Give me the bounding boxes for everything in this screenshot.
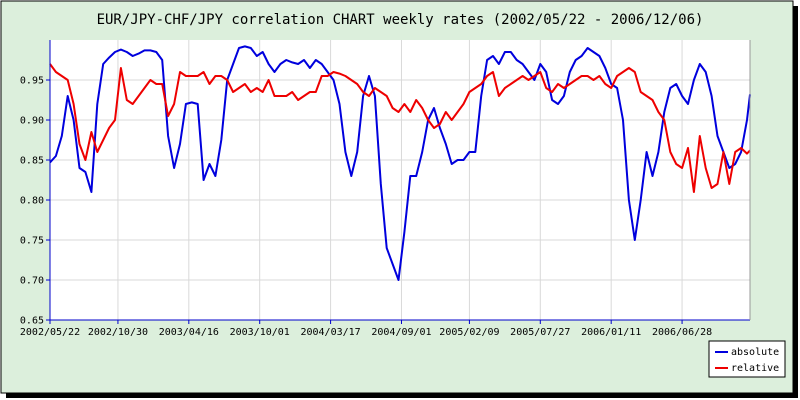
x-axis-ticks: 2002/05/22 2002/10/30 2003/04/16 2003/10/01… — [20, 320, 712, 338]
axes — [49, 40, 751, 321]
chart-title: EUR/JPY-CHF/JPY correlation CHART weekly… — [97, 12, 704, 28]
x-tick-label: 2004/09/01 — [371, 327, 431, 338]
x-tick-label: 2006/01/11 — [581, 327, 641, 338]
legend-box — [708, 340, 786, 378]
x-tick-label: 2002/10/30 — [88, 327, 148, 338]
y-tick-label: 0.90 — [20, 116, 44, 127]
x-tick-label: 2003/10/01 — [230, 327, 290, 338]
y-axis-ticks: 0.65 0.70 0.75 0.80 0.85 0.90 0.95 — [20, 76, 50, 327]
series-line-absolute — [49, 45, 751, 281]
legend-label-relative: relative — [731, 363, 779, 374]
y-tick-label: 0.95 — [20, 76, 44, 87]
y-tick-label: 0.70 — [20, 276, 44, 287]
x-tick-label: 2006/06/28 — [652, 327, 712, 338]
x-tick-label: 2004/03/17 — [300, 327, 360, 338]
x-tick-label: 2005/02/09 — [439, 327, 499, 338]
legend-label-absolute: absolute — [731, 347, 779, 358]
y-tick-label: 0.75 — [20, 236, 44, 247]
x-tick-label: 2005/07/27 — [510, 327, 570, 338]
y-tick-label: 0.85 — [20, 156, 44, 167]
x-tick-label: 2002/05/22 — [20, 327, 80, 338]
x-tick-label: 2003/04/16 — [159, 327, 219, 338]
y-tick-label: 0.80 — [20, 196, 44, 207]
series-line-relative — [49, 63, 751, 193]
legend: absolute relative — [708, 340, 786, 378]
series-lines — [49, 45, 751, 281]
y-tick-label: 0.65 — [20, 316, 44, 327]
